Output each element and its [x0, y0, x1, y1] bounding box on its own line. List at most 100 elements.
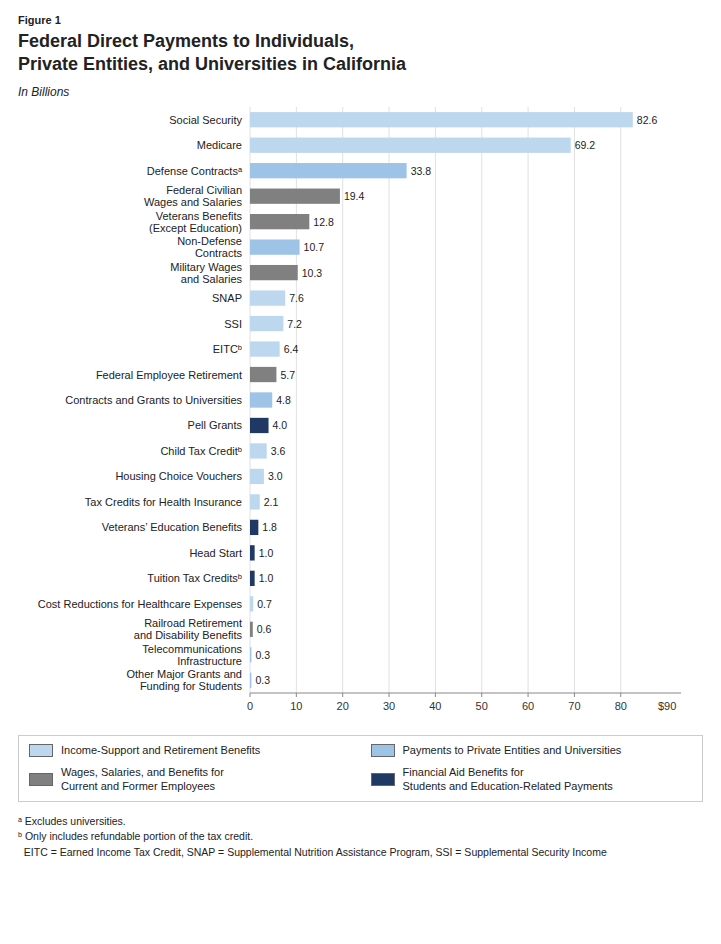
category-labels: Social SecurityMedicareDefense Contracts…	[38, 114, 243, 693]
grid-line	[435, 107, 436, 693]
category-label: Other Major Grants andFunding for Studen…	[126, 668, 242, 692]
legend-item: Payments to Private Entities and Univers…	[371, 744, 693, 758]
category-label: Tuition Tax Creditsᵇ	[147, 572, 242, 584]
bar	[250, 520, 258, 535]
legend-swatch	[371, 744, 395, 757]
legend-swatch	[371, 773, 395, 786]
category-label: Veterans Benefits(Except Education)	[149, 210, 242, 234]
x-tick-label: 30	[383, 700, 395, 712]
grid-line	[481, 107, 482, 693]
category-label: Non-DefenseContracts	[177, 235, 242, 259]
data-label: 1.8	[262, 521, 277, 533]
bar	[250, 571, 255, 586]
bar	[250, 392, 272, 407]
x-axis: 01020304050607080$90	[247, 693, 681, 712]
bars	[250, 112, 633, 688]
data-label: 4.8	[276, 394, 291, 406]
x-tick	[296, 693, 297, 697]
legend-label: Financial Aid Benefits for Students and …	[403, 766, 613, 794]
data-label: 7.2	[287, 318, 302, 330]
category-label: Head Start	[189, 547, 242, 559]
category-label: Social Security	[169, 114, 242, 126]
grid-line	[574, 107, 575, 693]
bar	[250, 316, 283, 331]
data-label: 82.6	[637, 114, 658, 126]
x-tick-label: 40	[429, 700, 441, 712]
footnote: ᵃ Excludes universities.	[18, 814, 703, 829]
category-label: Federal Employee Retirement	[96, 369, 242, 381]
bar	[250, 469, 264, 484]
category-label: SNAP	[212, 292, 242, 304]
category-label: SSI	[224, 318, 242, 330]
x-tick	[342, 693, 343, 697]
legend-label: Wages, Salaries, and Benefits for Curren…	[61, 766, 224, 794]
bar	[250, 494, 260, 509]
data-label: 4.0	[273, 419, 288, 431]
data-label: 1.0	[259, 547, 274, 559]
chart: 01020304050607080$90Social SecurityMedic…	[18, 103, 703, 723]
category-label: Pell Grants	[188, 419, 243, 431]
footnote: ᵇ Only includes refundable portion of th…	[18, 829, 703, 844]
x-tick-label: 50	[476, 700, 488, 712]
bar	[250, 341, 280, 356]
data-label: 1.0	[259, 572, 274, 584]
data-label: 33.8	[411, 165, 432, 177]
x-tick-label: 80	[615, 700, 627, 712]
subtitle: In Billions	[18, 85, 703, 99]
x-tick-label: 20	[337, 700, 349, 712]
category-label: Veterans’ Education Benefits	[102, 521, 243, 533]
figure-label: Figure 1	[18, 14, 703, 26]
x-axis-line	[250, 693, 681, 694]
category-label: TelecommunicationsInfrastructure	[142, 643, 242, 667]
legend-item: Income-Support and Retirement Benefits	[29, 744, 351, 758]
category-label: Child Tax Creditᵇ	[160, 445, 242, 457]
data-label: 19.4	[344, 190, 365, 202]
grid	[250, 107, 621, 693]
data-label: 5.7	[280, 369, 295, 381]
bar	[250, 163, 407, 178]
data-label: 69.2	[575, 139, 596, 151]
bar	[250, 673, 251, 688]
category-label: Railroad Retirementand Disability Benefi…	[134, 617, 243, 641]
data-label: 10.7	[304, 241, 325, 253]
category-label: Housing Choice Vouchers	[115, 470, 242, 482]
bar	[250, 418, 269, 433]
x-tick	[435, 693, 436, 697]
data-label: 2.1	[264, 496, 279, 508]
legend-swatch	[29, 773, 53, 786]
bar	[250, 239, 300, 254]
category-label: Tax Credits for Health Insurance	[85, 496, 242, 508]
category-label: Federal CivilianWages and Salaries	[144, 184, 243, 208]
legend-item: Financial Aid Benefits for Students and …	[371, 766, 693, 794]
x-tick	[620, 693, 621, 697]
x-tick	[574, 693, 575, 697]
bar	[250, 189, 340, 204]
bar	[250, 596, 253, 611]
category-label: Contracts and Grants to Universities	[65, 394, 242, 406]
data-label: 0.7	[257, 598, 272, 610]
x-tick	[250, 693, 251, 697]
category-label: EITCᵇ	[213, 343, 242, 355]
category-label: Military Wagesand Salaries	[170, 261, 242, 285]
x-tick-label: 70	[568, 700, 580, 712]
data-label: 3.0	[268, 470, 283, 482]
data-label: 3.6	[271, 445, 286, 457]
bar	[250, 290, 285, 305]
bar	[250, 545, 255, 560]
bar	[250, 367, 276, 382]
legend-label: Income-Support and Retirement Benefits	[61, 744, 260, 758]
grid-line	[528, 107, 529, 693]
x-tick	[481, 693, 482, 697]
category-label: Medicare	[197, 139, 242, 151]
bar	[250, 138, 571, 153]
grid-line	[389, 107, 390, 693]
data-label: 0.6	[257, 623, 272, 635]
x-tick-label: 60	[522, 700, 534, 712]
grid-line	[620, 107, 621, 693]
bar	[250, 622, 253, 637]
data-label: 10.3	[302, 267, 323, 279]
legend: Income-Support and Retirement Benefits Pa…	[18, 735, 703, 802]
title: Federal Direct Payments to Individuals, …	[18, 30, 703, 75]
page: Figure 1 Federal Direct Payments to Indiv…	[0, 0, 721, 944]
bar	[250, 647, 251, 662]
